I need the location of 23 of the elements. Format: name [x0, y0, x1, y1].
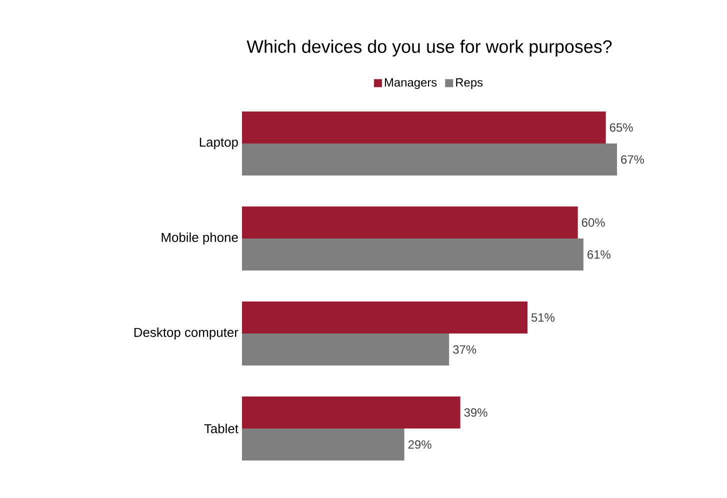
- bar: [242, 302, 528, 334]
- y-tick-label: Laptop: [200, 138, 238, 150]
- data-label: 65%: [610, 123, 633, 132]
- legend-label: Reps: [456, 78, 483, 90]
- bar: [242, 238, 584, 271]
- bar: [242, 206, 578, 239]
- data-label: 29%: [408, 440, 432, 449]
- data-label: 60%: [582, 218, 605, 227]
- bar: [242, 112, 606, 144]
- bar: [242, 334, 450, 366]
- bar: [242, 428, 404, 461]
- y-tick-label: Tablet: [204, 424, 238, 434]
- legend-label: Managers: [384, 78, 437, 90]
- data-label: 61%: [588, 250, 610, 259]
- data-label: 51%: [531, 313, 554, 322]
- bar: [242, 396, 460, 429]
- y-tick-label: Desktop computer: [134, 327, 238, 340]
- chart-title: Which devices do you use for work purposes?: [246, 40, 612, 57]
- y-tick-label: Mobile phone: [162, 232, 238, 245]
- bar: [242, 144, 618, 176]
- data-label: 67%: [621, 155, 644, 164]
- data-label: 39%: [464, 408, 488, 417]
- data-label: 37%: [453, 345, 476, 354]
